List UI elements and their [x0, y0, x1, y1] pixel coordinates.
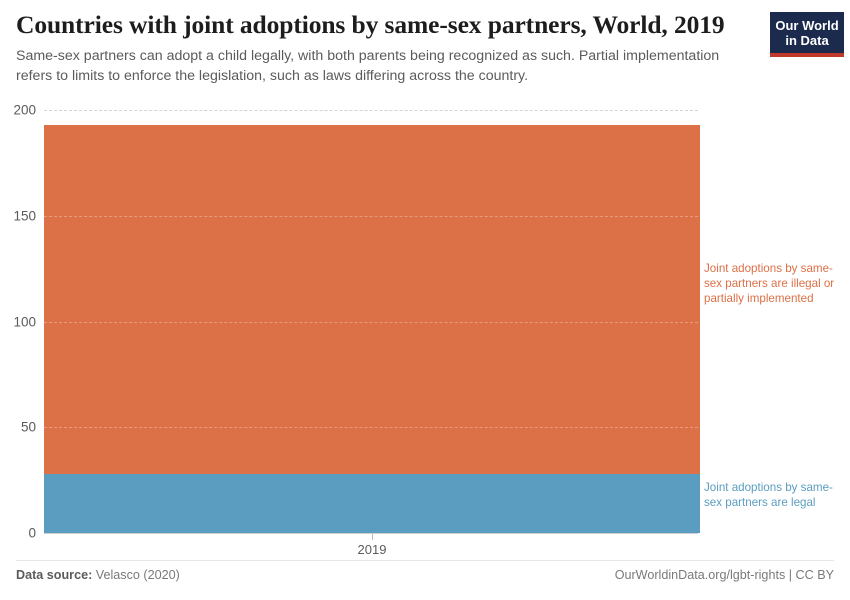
ytick-label-50: 50 — [20, 419, 36, 435]
ytick-label-0: 0 — [28, 525, 36, 541]
ytick-label-100: 100 — [13, 314, 36, 330]
data-source-label: Data source: — [16, 568, 93, 582]
page-title: Countries with joint adoptions by same-s… — [16, 10, 725, 39]
owid-logo-line-1: Our World — [775, 18, 839, 33]
ytick-label-150: 150 — [13, 208, 36, 224]
series-label-illegal-or-partial[interactable]: Joint adoptions by same-sex partners are… — [704, 262, 835, 305]
data-source-value: Velasco (2020) — [95, 568, 180, 582]
attribution-link[interactable]: OurWorldinData.org/lgbt-rights | CC BY — [614, 568, 834, 582]
xtick-mark-2019 — [372, 534, 373, 540]
data-source: Data source: Velasco (2020) — [16, 568, 180, 582]
series-label-legal[interactable]: Joint adoptions by same-sex partners are… — [704, 481, 833, 509]
xtick-label-2019: 2019 — [357, 542, 387, 557]
owid-logo[interactable]: Our World in Data — [770, 12, 844, 58]
ytick-label-200: 200 — [13, 102, 36, 118]
plot-area: 200 150 100 50 0 Joint adoptions by same… — [0, 100, 850, 558]
bar-segment-illegal-or-partial[interactable] — [44, 124, 700, 474]
gridline-200 — [44, 110, 698, 111]
chart-subtitle: Same-sex partners can adopt a child lega… — [16, 48, 720, 85]
footer-divider — [16, 560, 834, 561]
chart-header: Countries with joint adoptions by same-s… — [16, 10, 756, 87]
owid-logo-line-2: in Data — [785, 33, 829, 49]
gridline-0 — [44, 533, 698, 534]
bar-segment-legal[interactable] — [44, 473, 700, 533]
